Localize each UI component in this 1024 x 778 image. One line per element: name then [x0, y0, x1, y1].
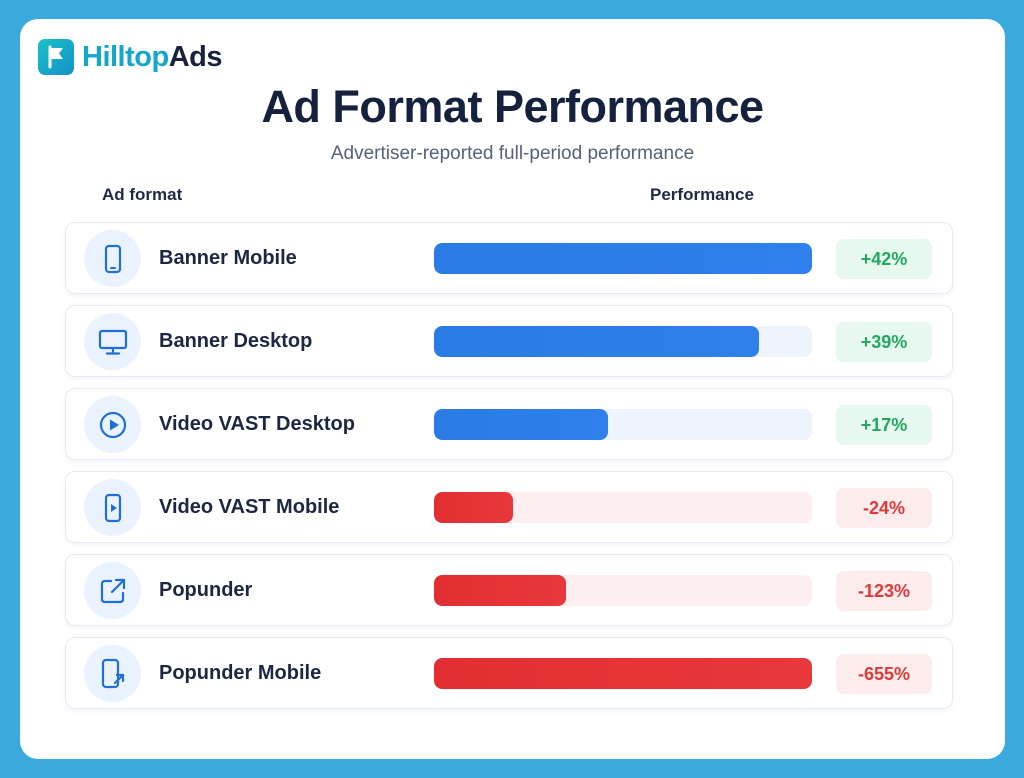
monitor-icon: [84, 313, 141, 370]
play-circle-icon: [84, 396, 141, 453]
performance-bar-track: [434, 326, 812, 357]
brand-name: HilltopAds: [82, 40, 223, 74]
mobile-redirect-icon: [84, 645, 141, 702]
performance-bar-track: [434, 575, 812, 606]
performance-bar-track: [434, 409, 812, 440]
performance-bar: [434, 243, 812, 274]
brand-name-part2: Ads: [168, 40, 223, 73]
performance-value-badge: -24%: [836, 488, 932, 528]
table-row: Video VAST Desktop +17%: [65, 388, 953, 460]
table-row: Popunder Mobile -655%: [65, 637, 953, 709]
performance-bar-track: [434, 658, 812, 689]
performance-value-badge: -655%: [836, 654, 932, 694]
chart-subtitle: Advertiser-reported full-period performa…: [330, 143, 695, 164]
ad-format-label: Video VAST Desktop: [159, 413, 355, 435]
table-row: Video VAST Mobile -24%: [65, 471, 953, 543]
chart-title: Ad Format Performance: [261, 81, 764, 132]
ad-format-label: Popunder: [159, 579, 253, 601]
performance-value-badge: +42%: [836, 239, 932, 279]
brand-logo[interactable]: HilltopAds: [38, 39, 223, 75]
performance-bar: [434, 492, 514, 523]
performance-bar: [434, 326, 760, 357]
column-header-performance: Performance: [650, 185, 754, 204]
performance-value-badge: +17%: [836, 405, 932, 445]
flag-logo-icon: [38, 39, 74, 75]
brand-name-part1: Hilltop: [82, 40, 169, 73]
performance-bar: [434, 575, 567, 606]
table-row: Popunder -123%: [65, 554, 953, 626]
ad-format-label: Video VAST Mobile: [159, 496, 340, 518]
column-header-ad-format: Ad format: [102, 185, 183, 204]
table-row: Banner Mobile +42%: [65, 222, 953, 294]
ad-format-label: Banner Desktop: [159, 330, 313, 352]
performance-bar: [434, 658, 812, 689]
performance-bar-track: [434, 492, 812, 523]
performance-value-badge: +39%: [836, 322, 932, 362]
performance-value-badge: -123%: [836, 571, 932, 611]
performance-bar: [434, 409, 608, 440]
external-link-icon: [84, 562, 141, 619]
ad-format-label: Popunder Mobile: [159, 662, 322, 684]
mobile-video-icon: [84, 479, 141, 536]
performance-bar-track: [434, 243, 812, 274]
table-row: Banner Desktop +39%: [65, 305, 953, 377]
ad-format-label: Banner Mobile: [159, 247, 297, 269]
smartphone-icon: [84, 230, 141, 287]
chart-card: HilltopAds Ad Format Performance Adverti…: [20, 19, 1005, 759]
